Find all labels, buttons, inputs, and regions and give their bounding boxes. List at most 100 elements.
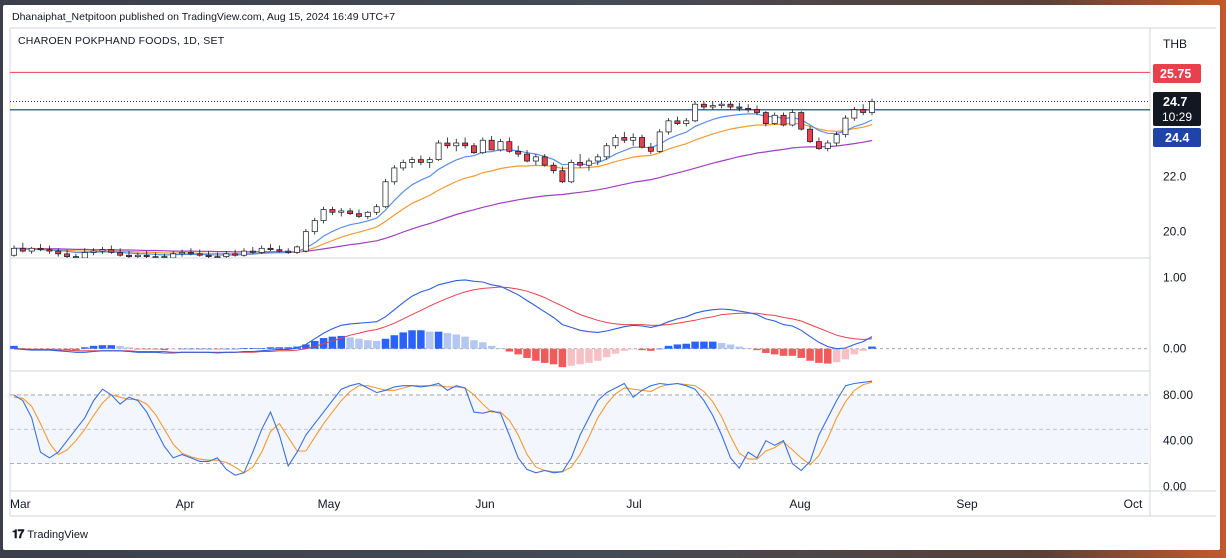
candle[interactable] bbox=[550, 162, 557, 174]
candle[interactable] bbox=[700, 101, 707, 110]
candle[interactable] bbox=[789, 109, 796, 127]
candle[interactable] bbox=[824, 140, 831, 152]
candle[interactable] bbox=[860, 104, 867, 116]
candle[interactable] bbox=[444, 137, 451, 149]
candle[interactable] bbox=[647, 143, 654, 155]
candle[interactable] bbox=[285, 248, 292, 254]
candle[interactable] bbox=[762, 111, 769, 127]
candle[interactable] bbox=[594, 154, 601, 166]
candle[interactable] bbox=[497, 138, 504, 152]
candle[interactable] bbox=[771, 112, 778, 125]
candle[interactable] bbox=[435, 140, 442, 162]
candle[interactable] bbox=[338, 208, 345, 217]
candle[interactable] bbox=[329, 206, 336, 216]
candle[interactable] bbox=[692, 101, 699, 123]
candle[interactable] bbox=[382, 179, 389, 209]
candle[interactable] bbox=[81, 248, 88, 259]
candle[interactable] bbox=[170, 251, 177, 259]
candle[interactable] bbox=[833, 131, 840, 146]
candle[interactable] bbox=[603, 143, 610, 160]
tradingview-logo[interactable]: 𝟏𝟕 TradingView bbox=[12, 527, 88, 542]
candle[interactable] bbox=[612, 134, 619, 149]
candle[interactable] bbox=[179, 249, 186, 257]
candle[interactable] bbox=[585, 158, 592, 171]
candle[interactable] bbox=[462, 137, 469, 149]
candle[interactable] bbox=[727, 101, 734, 110]
candle[interactable] bbox=[356, 209, 362, 218]
candle[interactable] bbox=[630, 133, 637, 146]
time-axis[interactable]: Mar Apr May Jun Jul Aug Sep Oct bbox=[10, 497, 1143, 511]
candle[interactable] bbox=[532, 154, 539, 166]
candle[interactable] bbox=[577, 154, 584, 168]
candle[interactable] bbox=[683, 118, 690, 127]
candle[interactable] bbox=[55, 248, 62, 257]
candle[interactable] bbox=[798, 111, 805, 131]
candle[interactable] bbox=[258, 245, 265, 254]
candle[interactable] bbox=[320, 206, 327, 224]
candle[interactable] bbox=[90, 248, 97, 256]
candle[interactable] bbox=[364, 210, 371, 220]
candle[interactable] bbox=[417, 155, 424, 166]
candle[interactable] bbox=[479, 137, 486, 155]
candle[interactable] bbox=[488, 136, 495, 151]
candle[interactable] bbox=[196, 249, 203, 257]
candle[interactable] bbox=[524, 149, 530, 163]
candle[interactable] bbox=[736, 102, 743, 112]
candle[interactable] bbox=[249, 246, 256, 254]
candle[interactable] bbox=[815, 137, 822, 150]
candle[interactable] bbox=[223, 251, 230, 259]
candle[interactable] bbox=[754, 105, 760, 116]
candle[interactable] bbox=[453, 138, 460, 152]
candle[interactable] bbox=[568, 159, 575, 184]
candle[interactable] bbox=[409, 156, 415, 168]
candle[interactable] bbox=[64, 249, 71, 258]
candle[interactable] bbox=[639, 134, 645, 149]
candle[interactable] bbox=[267, 244, 274, 252]
candle[interactable] bbox=[241, 248, 247, 257]
candle[interactable] bbox=[117, 248, 124, 257]
candle[interactable] bbox=[674, 116, 681, 125]
macd-pane[interactable] bbox=[10, 279, 1150, 368]
candle[interactable] bbox=[347, 208, 354, 216]
candle[interactable] bbox=[187, 248, 194, 256]
candle[interactable] bbox=[400, 159, 407, 171]
candle[interactable] bbox=[541, 154, 548, 167]
candle[interactable] bbox=[28, 246, 35, 254]
candle[interactable] bbox=[559, 166, 566, 184]
candle[interactable] bbox=[426, 156, 433, 168]
candle[interactable] bbox=[656, 129, 663, 153]
candle[interactable] bbox=[37, 244, 44, 252]
candle[interactable] bbox=[232, 249, 239, 257]
candle[interactable] bbox=[134, 252, 141, 259]
candle[interactable] bbox=[126, 251, 132, 258]
candle[interactable] bbox=[19, 242, 26, 253]
candle[interactable] bbox=[471, 143, 477, 155]
candle[interactable] bbox=[311, 217, 318, 235]
candle[interactable] bbox=[621, 131, 628, 143]
candle[interactable] bbox=[807, 126, 814, 143]
candle[interactable] bbox=[709, 101, 716, 110]
candle[interactable] bbox=[152, 252, 159, 259]
stochastic-pane[interactable] bbox=[10, 380, 1150, 476]
candle[interactable] bbox=[665, 118, 672, 135]
candle[interactable] bbox=[302, 228, 309, 253]
candle[interactable] bbox=[161, 253, 168, 260]
candle[interactable] bbox=[46, 245, 53, 254]
candle[interactable] bbox=[373, 203, 380, 216]
candle[interactable] bbox=[108, 245, 115, 254]
price-pane[interactable] bbox=[10, 71, 1150, 260]
candle[interactable] bbox=[205, 251, 212, 258]
candle[interactable] bbox=[745, 104, 752, 113]
price-axis[interactable]: 20.0 22.0 1.00 0.00 80.00 40.00 0.00 bbox=[1163, 169, 1193, 493]
candle[interactable] bbox=[99, 246, 106, 254]
candle[interactable] bbox=[515, 145, 522, 157]
candle[interactable] bbox=[391, 165, 398, 185]
candle[interactable] bbox=[294, 245, 301, 254]
candle[interactable] bbox=[72, 253, 79, 260]
candle[interactable] bbox=[842, 115, 849, 138]
candle[interactable] bbox=[214, 252, 221, 259]
candle[interactable] bbox=[718, 101, 725, 109]
candle[interactable] bbox=[143, 251, 150, 258]
candle[interactable] bbox=[11, 245, 17, 257]
